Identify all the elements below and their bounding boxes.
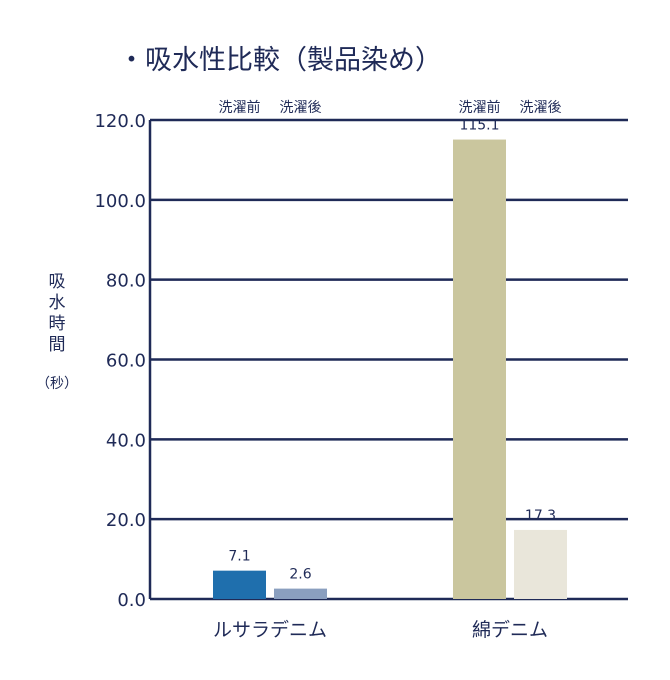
y-axis-label-char: 水: [48, 293, 66, 313]
series-label: 洗濯前: [219, 99, 261, 116]
y-tick-label: 120.0: [94, 111, 146, 132]
data-label: 115.1: [459, 118, 499, 134]
y-tick-label: 60.0: [106, 351, 146, 372]
y-axis-unit: （秒）: [36, 376, 78, 392]
data-label: 17.3: [525, 508, 556, 524]
bar: [453, 139, 506, 599]
y-axis-label-char: 吸: [48, 272, 66, 292]
y-tick-label: 0.0: [117, 590, 146, 611]
series-label: 洗濯後: [520, 100, 562, 116]
series-label: 洗濯後: [280, 100, 322, 116]
data-label: 7.1: [228, 549, 250, 565]
x-category-label: 綿デニム: [472, 619, 548, 641]
bar: [274, 588, 327, 599]
x-category-label: ルサラデニム: [213, 619, 327, 641]
bar: [514, 529, 567, 599]
y-tick-label: 80.0: [106, 271, 146, 292]
y-tick-label: 20.0: [106, 510, 146, 531]
y-axis-label-char: 間: [48, 335, 66, 355]
data-label: 2.6: [289, 567, 311, 583]
y-tick-label: 40.0: [106, 430, 146, 451]
y-axis-label: 吸 水 時 間: [44, 272, 70, 356]
y-tick-label: 100.0: [94, 191, 146, 212]
chart-title: ・吸水性比較（製品染め）: [118, 45, 442, 76]
bar: [213, 570, 266, 599]
y-axis-label-char: 時: [48, 314, 66, 334]
series-label: 洗濯前: [459, 99, 501, 116]
